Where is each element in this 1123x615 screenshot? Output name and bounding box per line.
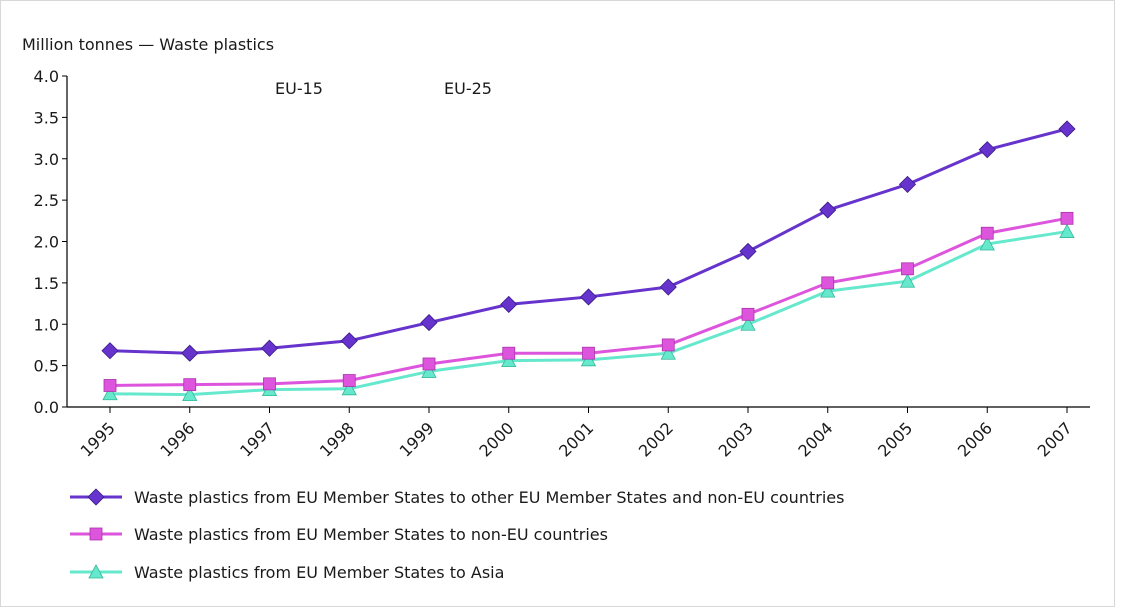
data-point (579, 288, 598, 306)
data-point (979, 236, 995, 251)
axes (66, 76, 1090, 408)
legend-marker (89, 527, 103, 541)
legend-marker (88, 564, 104, 579)
data-point (422, 357, 436, 371)
data-point (341, 380, 357, 396)
data-point (978, 141, 996, 159)
x-tick-label: 1996 (156, 418, 198, 460)
y-tick-label: 1.5 (34, 274, 59, 293)
legend-item-1: Waste plastics from EU Member States to … (70, 488, 844, 507)
period-label-eu25: EU-25 (444, 79, 492, 98)
legend-marker (87, 488, 105, 506)
legend-label: Waste plastics from EU Member States to … (134, 488, 844, 507)
data-point (342, 374, 356, 387)
data-point (421, 363, 437, 378)
data-point (819, 201, 837, 219)
data-point (502, 346, 516, 360)
legend-item-2: Waste plastics from EU Member States to … (70, 525, 608, 544)
x-tick-label: 1998 (316, 418, 358, 460)
legend-label: Waste plastics from EU Member States to … (134, 525, 608, 544)
x-tick-label: 1999 (396, 418, 438, 460)
y-tick-label: 1.0 (34, 315, 59, 334)
legend-item-3: Waste plastics from EU Member States to … (70, 563, 504, 582)
data-point (980, 226, 994, 240)
data-point (660, 345, 676, 360)
x-tick-label: 2004 (794, 418, 836, 460)
x-tick-label: 2007 (1034, 418, 1076, 460)
data-point (101, 342, 119, 360)
y-tick-label: 0.0 (34, 398, 59, 417)
data-point (263, 377, 276, 391)
x-tick-label: 1995 (77, 418, 119, 460)
series-2 (103, 211, 1074, 392)
data-point (1059, 223, 1075, 238)
y-tick-label: 3.0 (34, 150, 59, 169)
data-point (739, 242, 757, 260)
data-point (102, 385, 118, 401)
series-group (101, 120, 1076, 401)
y-tick-label: 0.5 (34, 357, 59, 376)
data-point (340, 332, 358, 350)
series-line (109, 230, 1068, 397)
x-tick-label: 2003 (715, 418, 757, 460)
x-tick-label: 2000 (475, 418, 517, 460)
y-axis-ticks: 0.0 0.5 1.0 1.5 2.0 2.5 3.0 3.5 4.0 (34, 67, 67, 417)
data-point (501, 352, 517, 368)
x-tick-label: 2001 (555, 418, 597, 460)
y-tick-label: 3.5 (34, 108, 59, 127)
data-point (500, 295, 518, 313)
data-point (661, 338, 675, 352)
data-point (741, 307, 755, 321)
x-tick-label: 2006 (954, 418, 996, 460)
series-line (109, 127, 1068, 355)
period-label-eu15: EU-15 (275, 79, 323, 98)
unit-label: Million tonnes — Waste plastics (22, 35, 274, 54)
data-point (821, 276, 835, 290)
data-point (103, 379, 117, 392)
data-point (260, 339, 279, 357)
data-point (420, 314, 438, 332)
y-tick-label: 2.0 (34, 233, 59, 252)
legend-label: Waste plastics from EU Member States to … (134, 563, 504, 582)
chart-frame (0, 0, 1115, 607)
data-point (740, 316, 756, 331)
series-3 (102, 223, 1075, 401)
data-point (659, 278, 677, 296)
data-point (181, 344, 199, 362)
data-point (899, 273, 916, 288)
data-point (898, 175, 917, 193)
data-point (1060, 211, 1074, 225)
y-tick-label: 4.0 (34, 67, 59, 86)
y-tick-label: 2.5 (34, 191, 59, 210)
data-point (820, 283, 836, 298)
series-1 (101, 120, 1076, 362)
legend: Waste plastics from EU Member States to … (70, 488, 844, 582)
x-tick-label: 2002 (635, 418, 677, 460)
data-point (182, 386, 198, 401)
x-axis-ticks: 1995 1996 1997 1998 1999 2000 2001 2002 2003 2004… (77, 407, 1076, 461)
data-point (582, 346, 595, 360)
x-tick-label: 1997 (236, 418, 278, 460)
data-point (901, 262, 914, 276)
data-point (1058, 120, 1076, 138)
data-point (183, 378, 197, 392)
x-tick-label: 2005 (874, 418, 916, 460)
